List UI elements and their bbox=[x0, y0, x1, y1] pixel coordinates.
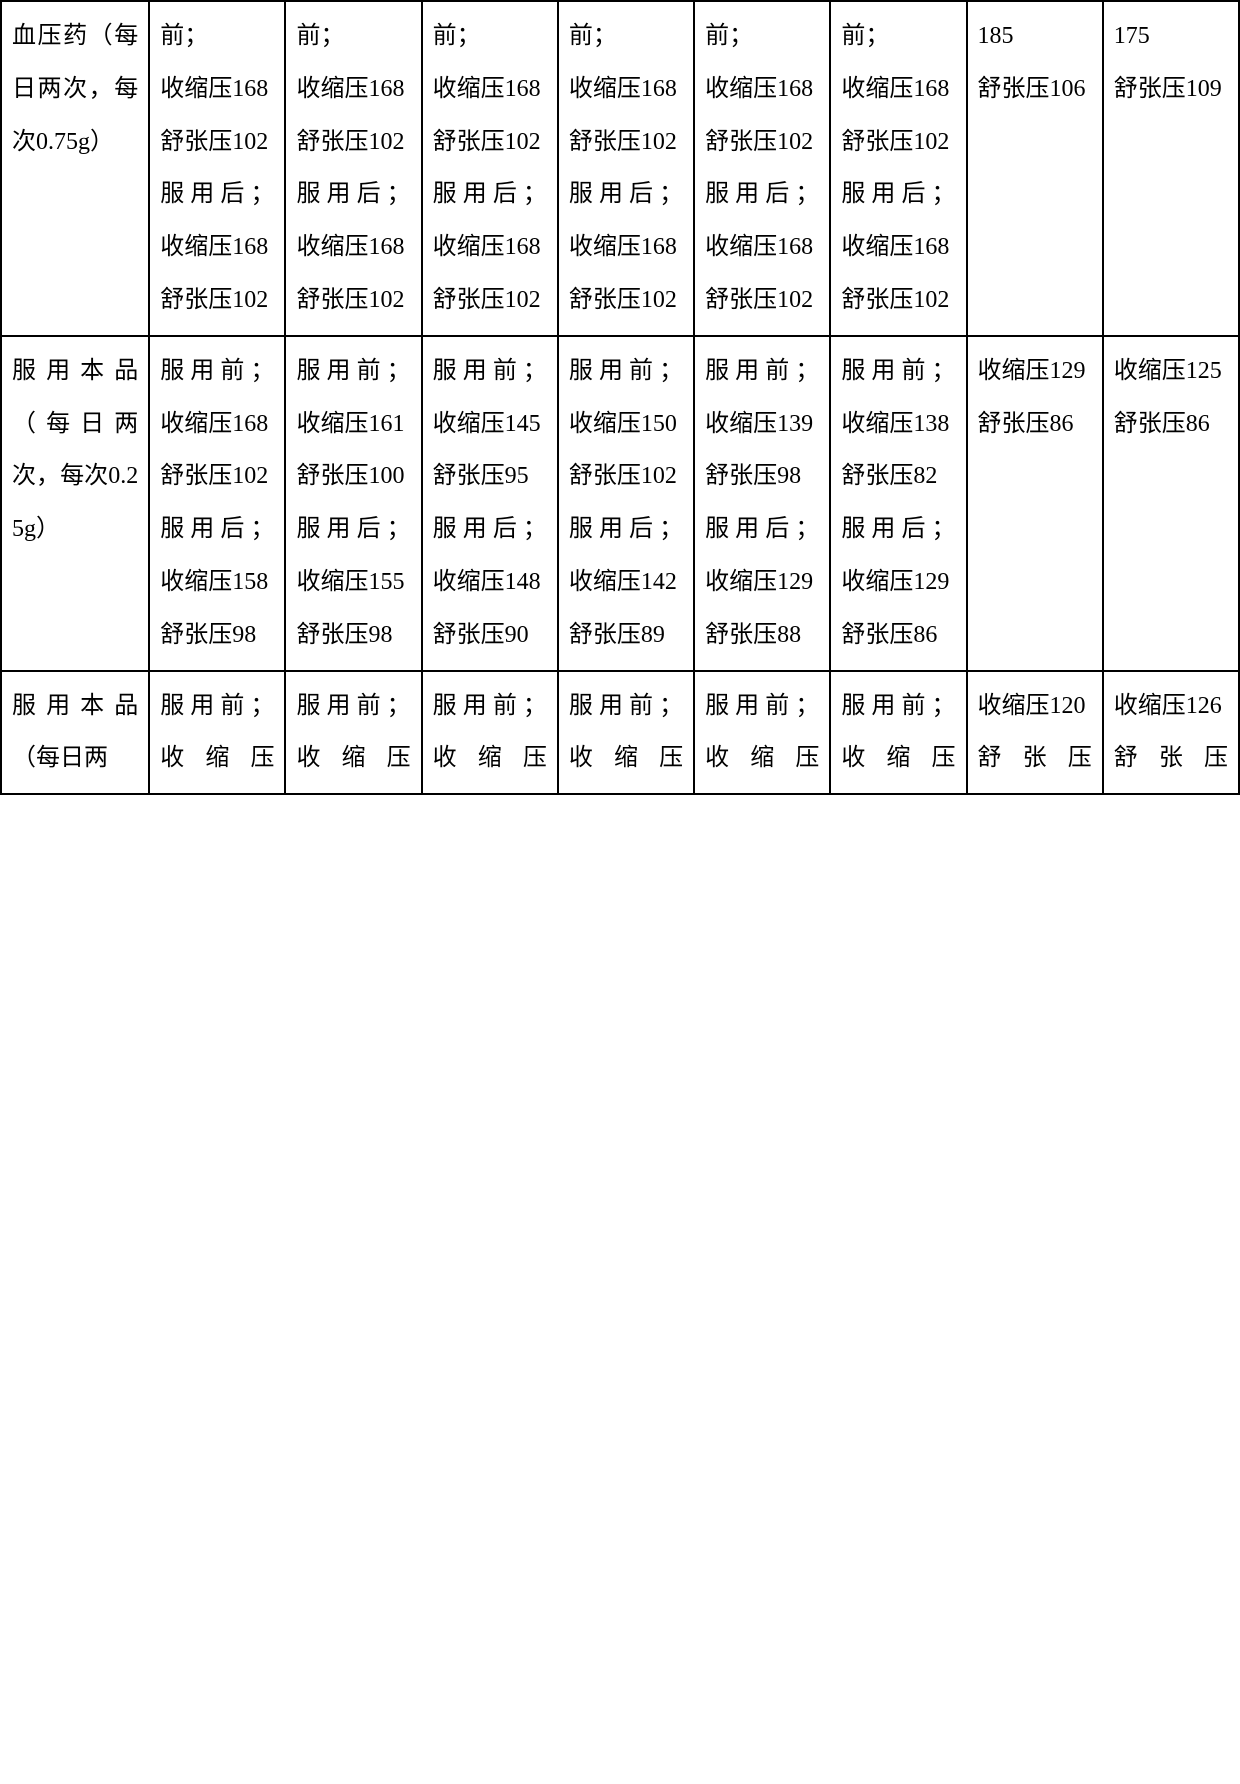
table-cell: 前；收缩压168舒张压102服用后；收缩压168舒张压102 bbox=[694, 1, 830, 336]
table-cell: 服用前；收缩压 bbox=[149, 671, 285, 795]
row-header: 服用本品（每日两次，每次0.25g） bbox=[1, 336, 149, 671]
table-cell: 服用前；收缩压 bbox=[285, 671, 421, 795]
table-cell: 收缩压125舒张压86 bbox=[1103, 336, 1239, 671]
table-cell: 前；收缩压168舒张压102服用后；收缩压168舒张压102 bbox=[285, 1, 421, 336]
table-cell: 服用前；收缩压150舒张压102服用后；收缩压142舒张压89 bbox=[558, 336, 694, 671]
table-row: 服用本品（每日两次，每次0.25g） 服用前；收缩压168舒张压102服用后；收… bbox=[1, 336, 1239, 671]
table-cell: 前；收缩压168舒张压102服用后；收缩压168舒张压102 bbox=[149, 1, 285, 336]
table-cell: 前；收缩压168舒张压102服用后；收缩压168舒张压102 bbox=[830, 1, 966, 336]
table-cell: 服用前；收缩压 bbox=[694, 671, 830, 795]
table-cell: 前；收缩压168舒张压102服用后；收缩压168舒张压102 bbox=[422, 1, 558, 336]
table-cell: 服用前；收缩压145舒张压95服用后；收缩压148舒张压90 bbox=[422, 336, 558, 671]
table-cell: 服用前；收缩压139舒张压98服用后；收缩压129舒张压88 bbox=[694, 336, 830, 671]
blood-pressure-table: 血压药（每日两次，每次0.75g） 前；收缩压168舒张压102服用后；收缩压1… bbox=[0, 0, 1240, 795]
row-header: 血压药（每日两次，每次0.75g） bbox=[1, 1, 149, 336]
table-cell: 收缩压126舒张压 bbox=[1103, 671, 1239, 795]
table-cell: 服用前；收缩压161舒张压100服用后；收缩压155舒张压98 bbox=[285, 336, 421, 671]
table-cell: 服用前；收缩压 bbox=[558, 671, 694, 795]
table-cell: 服用前；收缩压168舒张压102服用后；收缩压158舒张压98 bbox=[149, 336, 285, 671]
table-cell: 服用前；收缩压 bbox=[830, 671, 966, 795]
table-cell: 前；收缩压168舒张压102服用后；收缩压168舒张压102 bbox=[558, 1, 694, 336]
table-cell: 服用前；收缩压 bbox=[422, 671, 558, 795]
table-cell: 收缩压129舒张压86 bbox=[967, 336, 1103, 671]
table-row: 血压药（每日两次，每次0.75g） 前；收缩压168舒张压102服用后；收缩压1… bbox=[1, 1, 1239, 336]
table-cell: 服用前；收缩压138舒张压82服用后；收缩压129舒张压86 bbox=[830, 336, 966, 671]
table-cell: 收缩压120舒张压 bbox=[967, 671, 1103, 795]
table-cell: 175舒张压109 bbox=[1103, 1, 1239, 336]
table-cell: 185舒张压106 bbox=[967, 1, 1103, 336]
table-row: 服用本品（每日两 服用前；收缩压 服用前；收缩压 服用前；收缩压 服用前；收缩压… bbox=[1, 671, 1239, 795]
row-header: 服用本品（每日两 bbox=[1, 671, 149, 795]
